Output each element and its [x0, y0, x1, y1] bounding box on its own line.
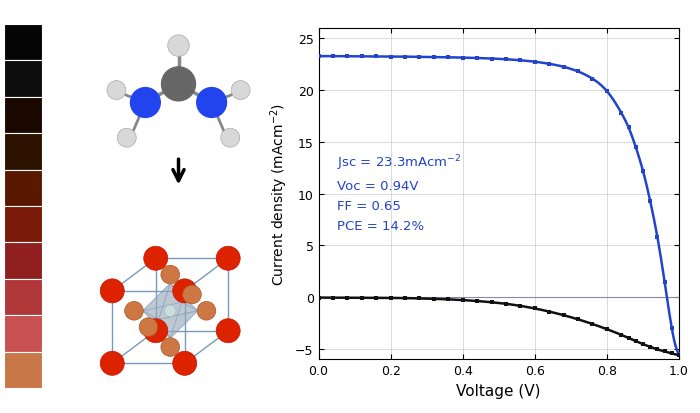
Circle shape [130, 88, 160, 118]
Circle shape [100, 351, 125, 375]
Circle shape [216, 319, 240, 343]
Circle shape [197, 88, 227, 118]
Circle shape [197, 302, 216, 320]
Circle shape [168, 36, 189, 57]
Circle shape [144, 319, 168, 343]
Polygon shape [143, 302, 182, 339]
Polygon shape [159, 311, 198, 339]
Circle shape [164, 305, 176, 317]
Bar [4, 25, 42, 61]
Circle shape [173, 351, 197, 375]
Circle shape [161, 266, 179, 284]
Circle shape [231, 81, 250, 100]
X-axis label: Voltage (V): Voltage (V) [456, 383, 541, 398]
Circle shape [139, 318, 158, 337]
Circle shape [125, 302, 144, 320]
Circle shape [183, 285, 202, 304]
Circle shape [100, 279, 125, 303]
Polygon shape [143, 284, 170, 320]
Polygon shape [170, 302, 198, 339]
Circle shape [220, 129, 239, 148]
Circle shape [107, 81, 126, 100]
Circle shape [118, 129, 136, 148]
Circle shape [162, 68, 195, 102]
Bar [4, 279, 42, 316]
Bar [4, 243, 42, 279]
Polygon shape [170, 284, 198, 311]
Bar [4, 316, 42, 352]
Circle shape [144, 247, 168, 271]
Circle shape [161, 338, 179, 356]
Bar [4, 97, 42, 134]
Circle shape [216, 247, 240, 271]
Text: Jsc = 23.3mAcm$^{-2}$
Voc = 0.94V
FF = 0.65
PCE = 14.2%: Jsc = 23.3mAcm$^{-2}$ Voc = 0.94V FF = 0… [337, 153, 461, 232]
Polygon shape [143, 311, 170, 339]
Bar [4, 206, 42, 243]
Polygon shape [159, 284, 198, 320]
Polygon shape [143, 284, 182, 311]
Bar [4, 134, 42, 170]
Circle shape [173, 279, 197, 303]
Y-axis label: Current density (mAcm$^{-2}$): Current density (mAcm$^{-2}$) [268, 103, 290, 285]
Bar [4, 170, 42, 206]
Bar [4, 352, 42, 388]
Bar [4, 61, 42, 97]
